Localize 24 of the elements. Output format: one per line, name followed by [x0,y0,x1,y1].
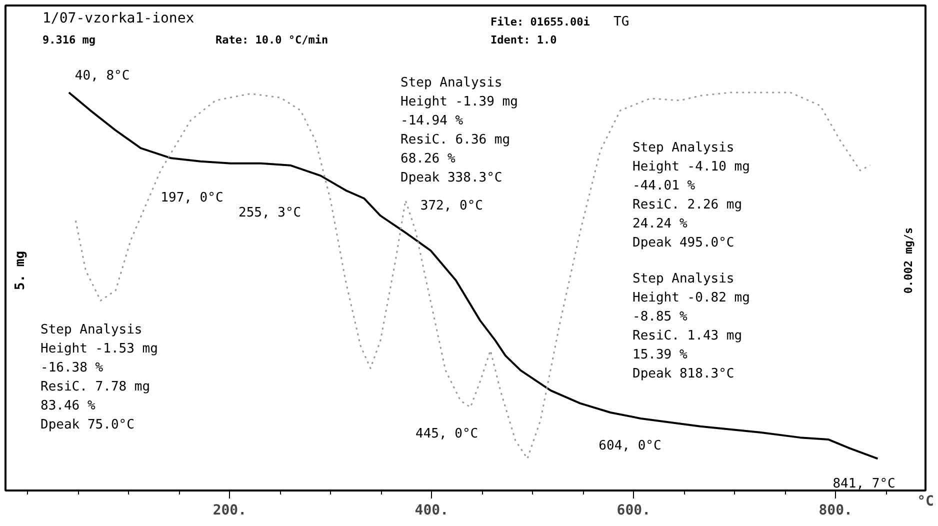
annotation: 841, 7°C [832,476,896,492]
annotation: 5. mg [13,250,28,290]
annotation: 40, 8°C [74,68,130,84]
text: Rate: 10.0 °C/min [216,34,328,46]
annotation: 255, 3°C [238,206,302,220]
chart-subtitle: 9.316 mg [42,34,96,46]
text: Ident: 1.0 [490,34,557,46]
x-tick-label: 600. [616,502,651,518]
annotation: Step Analysis Height -4.10 mg -44.01 % ResiC. 2.26 mg 24.24 % Dpeak 495.0°C [632,140,750,250]
annotation: 445, 0°C [416,426,478,442]
annotation: Step Analysis Height -1.39 mg -14.94 % ResiC. 6.36 mg 68.26 % Dpeak 338.3°C [400,76,518,186]
annotation: 197, 0°C [160,190,224,206]
x-tick-label: 400. [414,502,449,518]
text: File: 01655.00i [490,16,590,28]
annotation: Step Analysis Height -0.82 mg -8.85 % ResiC. 1.43 mg 15.39 % Dpeak 818.3°C [632,272,750,382]
text: TG [614,14,630,30]
annotation: 0.002 mg/s [902,227,915,294]
x-axis-title: °C [917,494,934,510]
annotation: 604, 0°C [598,438,662,454]
chart-title: 1/07-vzorka1-ionex [42,10,194,26]
x-tick-label: 200. [212,502,247,518]
annotation: Step Analysis Height -1.53 mg -16.38 % ResiC. 7.78 mg 83.46 % Dpeak 75.0°C [40,322,158,432]
annotation: 372, 0°C [420,198,484,214]
x-tick-label: 800. [818,502,852,518]
